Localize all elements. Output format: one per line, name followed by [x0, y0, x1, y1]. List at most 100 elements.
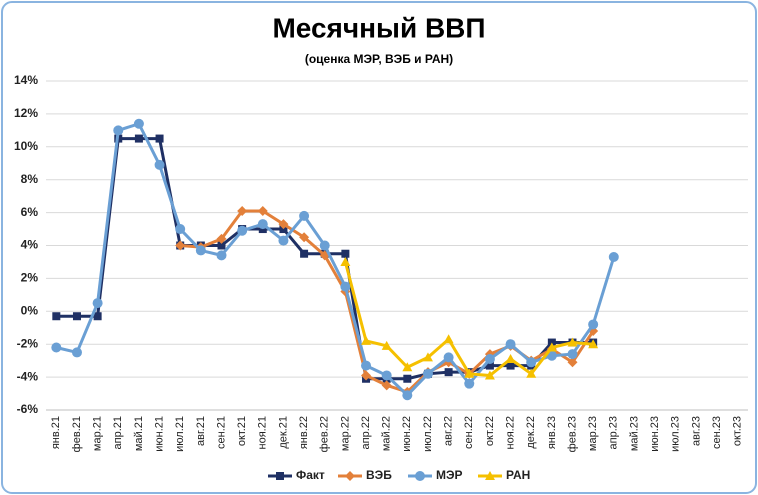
y-tick-label: 14%: [14, 73, 38, 87]
point: [257, 205, 268, 216]
point: [588, 339, 599, 349]
point: [505, 339, 516, 350]
point: [134, 134, 143, 143]
point: [361, 370, 372, 381]
point: [381, 370, 392, 381]
x-tick-label: май.22: [381, 416, 393, 451]
x-tick-label: дек.22: [525, 416, 537, 449]
y-tick-label: -4%: [17, 369, 39, 383]
y-tick-label: 8%: [21, 172, 39, 186]
point: [422, 368, 433, 379]
point: [464, 368, 475, 378]
point: [422, 352, 433, 362]
point: [484, 354, 495, 365]
point: [464, 378, 475, 389]
point: [361, 360, 372, 371]
point: [526, 357, 537, 368]
x-tick-label: сен.22: [463, 416, 475, 449]
legend-marker: [276, 472, 284, 480]
point: [567, 349, 578, 360]
x-tick-label: сен.23: [711, 416, 723, 449]
point: [216, 250, 227, 261]
point: [237, 205, 248, 216]
point: [546, 342, 557, 352]
x-tick-label: янв.22: [298, 416, 310, 449]
chart-title: Месячный ВВП: [272, 12, 485, 43]
x-tick-label: май.23: [628, 416, 640, 451]
point: [381, 340, 392, 350]
x-tick-label: май.21: [133, 416, 145, 451]
point: [154, 159, 165, 170]
point: [340, 256, 351, 266]
point: [506, 361, 515, 370]
point: [299, 210, 310, 221]
x-tick-label: сен.21: [215, 416, 227, 449]
point: [72, 312, 81, 321]
legend-marker: [345, 471, 355, 481]
x-tick-label: окт.22: [484, 416, 496, 446]
x-tick-label: фев.22: [319, 416, 331, 452]
point: [71, 347, 82, 358]
point: [402, 362, 413, 372]
point: [195, 245, 206, 256]
point: [402, 390, 413, 401]
point: [257, 219, 268, 230]
x-tick-label: фев.21: [71, 416, 83, 452]
x-tick-label: мар.21: [92, 416, 104, 451]
x-tick-label: апр.23: [608, 416, 620, 449]
y-tick-label: 4%: [21, 238, 39, 252]
legend-label: РАН: [506, 468, 530, 482]
x-tick-label: июл.21: [174, 416, 186, 452]
legend-marker: [485, 471, 495, 480]
point: [444, 368, 453, 377]
y-tick-label: 12%: [14, 106, 38, 120]
x-tick-label: авг.21: [195, 416, 207, 446]
x-tick-label: июл.23: [670, 416, 682, 452]
x-tick-label: июл.22: [422, 416, 434, 452]
point: [361, 335, 372, 345]
x-tick-label: мар.22: [339, 416, 351, 451]
legend-label: ВЭБ: [366, 468, 392, 482]
point: [443, 334, 454, 344]
x-tick-label: авг.22: [443, 416, 455, 446]
point: [608, 252, 619, 263]
y-tick-label: 2%: [21, 271, 39, 285]
x-tick-label: фев.23: [566, 416, 578, 452]
point: [505, 354, 516, 364]
chart-subtitle: (оценка МЭР, ВЭБ и РАН): [305, 52, 453, 66]
point: [113, 125, 124, 136]
point: [278, 219, 289, 230]
y-tick-label: -6%: [17, 402, 39, 416]
point: [51, 342, 62, 353]
point: [175, 224, 186, 235]
legend-label: МЭР: [436, 468, 463, 482]
x-tick-label: апр.22: [360, 416, 372, 449]
y-tick-label: 6%: [21, 205, 39, 219]
point: [403, 374, 412, 383]
point: [567, 337, 578, 347]
legend-label: Факт: [296, 468, 325, 482]
point: [588, 319, 599, 330]
x-tick-label: янв.23: [546, 416, 558, 449]
series-line: [55, 122, 616, 397]
point: [299, 232, 310, 243]
point: [526, 368, 537, 378]
point: [381, 380, 392, 391]
point: [567, 357, 578, 368]
x-tick-label: окт.21: [236, 416, 248, 446]
x-tick-label: мар.23: [587, 416, 599, 451]
point: [341, 249, 350, 258]
point: [340, 281, 351, 292]
point: [546, 350, 557, 361]
point: [237, 225, 248, 236]
x-tick-label: дек.21: [277, 416, 289, 449]
x-tick-label: ноя.22: [504, 416, 516, 449]
x-tick-label: авг.23: [690, 416, 702, 446]
y-tick-label: -2%: [17, 336, 39, 350]
legend-marker: [415, 471, 425, 481]
point: [217, 241, 226, 250]
point: [92, 298, 103, 309]
point: [52, 312, 61, 321]
